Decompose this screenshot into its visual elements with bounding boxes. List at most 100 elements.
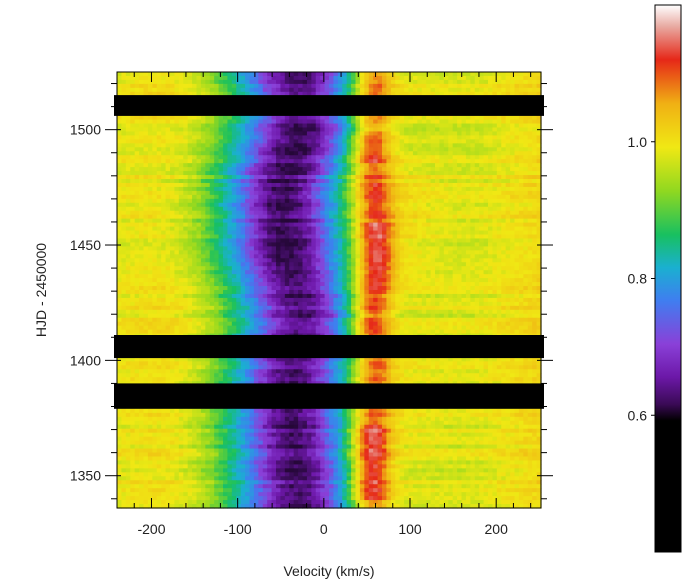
intensity-cell (492, 258, 498, 263)
intensity-cell (461, 79, 467, 85)
intensity-cell (121, 163, 127, 168)
intensity-cell (324, 230, 330, 236)
intensity-cell (240, 242, 246, 247)
intensity-cell (373, 198, 379, 204)
intensity-cell (280, 139, 286, 144)
intensity-cell (435, 151, 441, 156)
intensity-cell (165, 171, 171, 176)
intensity-cell (514, 155, 520, 160)
intensity-cell (457, 87, 463, 93)
intensity-cell (430, 242, 436, 247)
intensity-cell (139, 72, 145, 77)
intensity-cell (395, 202, 401, 208)
intensity-cell (174, 87, 180, 93)
intensity-cell (200, 87, 206, 93)
intensity-cell (382, 234, 388, 240)
intensity-cell (479, 214, 485, 220)
intensity-cell (324, 210, 330, 216)
intensity-cell (492, 210, 498, 216)
intensity-cell (271, 234, 277, 240)
intensity-cell (523, 202, 529, 208)
intensity-cell (368, 254, 374, 259)
intensity-cell (364, 266, 370, 271)
intensity-cell (510, 83, 516, 89)
intensity-cell (479, 210, 485, 216)
intensity-cell (496, 230, 502, 236)
intensity-cell (342, 175, 348, 180)
intensity-cell (178, 115, 184, 121)
intensity-cell (404, 75, 410, 81)
intensity-cell (355, 242, 361, 247)
intensity-cell (412, 250, 418, 255)
intensity-cell (474, 75, 480, 81)
intensity-cell (324, 135, 330, 140)
intensity-cell (430, 218, 436, 224)
intensity-cell (271, 75, 277, 81)
intensity-cell (474, 230, 480, 236)
intensity-cell (399, 226, 405, 232)
intensity-cell (337, 262, 343, 267)
intensity-cell (448, 72, 454, 77)
intensity-cell (165, 151, 171, 156)
intensity-cell (329, 171, 335, 176)
intensity-cell (510, 163, 516, 168)
intensity-cell (271, 119, 277, 125)
intensity-cell (373, 262, 379, 267)
intensity-cell (461, 254, 467, 259)
intensity-cell (121, 242, 127, 247)
intensity-cell (364, 131, 370, 137)
intensity-cell (267, 179, 273, 184)
intensity-cell (258, 186, 264, 192)
intensity-cell (214, 234, 220, 240)
intensity-cell (496, 210, 502, 216)
intensity-cell (501, 266, 507, 271)
intensity-cell (130, 123, 136, 129)
intensity-cell (426, 186, 432, 192)
intensity-cell (505, 72, 511, 77)
intensity-cell (470, 167, 476, 172)
intensity-cell (368, 214, 374, 220)
intensity-cell (536, 238, 542, 244)
intensity-cell (439, 226, 445, 232)
intensity-cell (200, 167, 206, 172)
intensity-cell (465, 131, 471, 137)
intensity-cell (293, 186, 299, 192)
intensity-cell (443, 242, 449, 247)
intensity-cell (236, 250, 242, 255)
intensity-cell (479, 262, 485, 267)
intensity-cell (430, 79, 436, 85)
intensity-cell (382, 163, 388, 168)
intensity-cell (306, 206, 312, 212)
intensity-cell (355, 159, 361, 164)
intensity-cell (483, 175, 489, 180)
intensity-cell (452, 234, 458, 240)
intensity-cell (183, 250, 189, 255)
intensity-cell (187, 171, 193, 176)
intensity-cell (298, 254, 304, 259)
intensity-cell (514, 194, 520, 200)
intensity-cell (439, 262, 445, 267)
intensity-cell (461, 186, 467, 192)
intensity-cell (253, 222, 259, 228)
intensity-cell (293, 87, 299, 93)
intensity-cell (174, 274, 180, 279)
intensity-cell (311, 131, 317, 137)
intensity-cell (187, 270, 193, 275)
intensity-cell (483, 171, 489, 176)
intensity-cell (368, 266, 374, 271)
intensity-cell (227, 250, 233, 255)
intensity-cell (311, 119, 317, 125)
intensity-cell (527, 79, 533, 85)
intensity-cell (421, 123, 427, 129)
intensity-cell (333, 115, 339, 121)
intensity-cell (510, 254, 516, 259)
intensity-cell (390, 131, 396, 137)
intensity-cell (386, 270, 392, 275)
intensity-cell (253, 171, 259, 176)
intensity-cell (518, 75, 524, 81)
intensity-cell (386, 230, 392, 236)
intensity-cell (178, 266, 184, 271)
intensity-cell (262, 87, 268, 93)
intensity-cell (170, 72, 176, 77)
intensity-cell (262, 182, 268, 188)
